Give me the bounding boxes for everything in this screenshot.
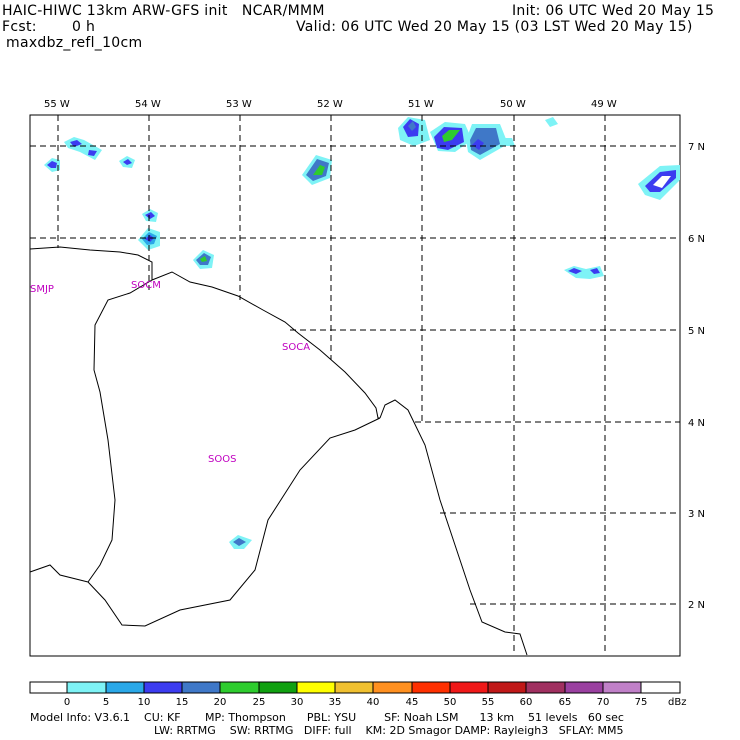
colorbar-swatch [372, 681, 413, 694]
colorbar-swatch [487, 681, 527, 694]
latitude-labels: 7 N 6 N 5 N 4 N 3 N 2 N [688, 142, 705, 611]
echo-cell [430, 122, 472, 152]
lon-label: 51 W [408, 99, 434, 110]
colorbar-tick: 65 [559, 697, 572, 708]
echo-cell [44, 158, 60, 172]
station-label: SOCA [282, 342, 310, 353]
colorbar-tick: 20 [214, 697, 227, 708]
lon-label: 49 W [591, 99, 617, 110]
echo-cell [466, 124, 515, 160]
echo-cell [564, 266, 604, 279]
colorbar-swatch [449, 681, 489, 694]
echo-cell [64, 137, 102, 160]
colorbar-swatch [258, 681, 298, 694]
station-labels: SMJP SOCM SOCA SOOS [30, 280, 310, 465]
colorbar-tick: 0 [64, 697, 70, 708]
lon-label: 50 W [500, 99, 526, 110]
init-time: Init: 06 UTC Wed 20 May 15 [512, 3, 715, 19]
colorbar-ticks: 0 5 10 15 20 25 30 35 40 45 50 55 60 65 … [64, 697, 648, 708]
station-label: SOCM [131, 280, 161, 291]
lat-lon-grid [30, 115, 680, 655]
colorbar-tick: 15 [176, 697, 189, 708]
echo-cell [142, 209, 158, 222]
colorbar-swatch [296, 681, 336, 694]
echo-cell [193, 250, 214, 269]
colorbar [29, 681, 681, 694]
echo-cell [545, 117, 558, 127]
forecast-label: Fcst: [2, 19, 37, 35]
echo-cell [119, 156, 135, 168]
forecast-hour: 0 h [72, 19, 96, 35]
colorbar-swatch [411, 681, 451, 694]
model-info-line2: LW: RRTMG SW: RRTMG DIFF: full KM: 2D Sm… [154, 724, 624, 737]
colorbar-tick: 45 [406, 697, 419, 708]
station-label: SMJP [30, 284, 54, 295]
field-name: maxdbz_refl_10cm [6, 35, 143, 51]
colorbar-tick: 35 [329, 697, 342, 708]
lat-label: 7 N [688, 142, 705, 153]
map-frame [29, 114, 681, 657]
colorbar-swatch [66, 681, 107, 694]
colorbar-tick: 50 [444, 697, 457, 708]
colorbar-swatch [602, 681, 642, 694]
colorbar-tick: 55 [482, 697, 495, 708]
model-info-line1: Model Info: V3.6.1 CU: KF MP: Thompson P… [30, 711, 624, 724]
lat-label: 4 N [688, 418, 705, 429]
colorbar-swatch [143, 681, 183, 694]
lon-label: 55 W [44, 99, 70, 110]
colorbar-swatch [181, 681, 221, 694]
colorbar-swatch [334, 681, 374, 694]
longitude-labels: 55 W 54 W 53 W 52 W 51 W 50 W 49 W [44, 99, 617, 110]
echo-cell [638, 165, 680, 200]
colorbar-swatch [219, 681, 260, 694]
colorbar-swatch [105, 681, 145, 694]
coastlines [29, 246, 528, 656]
lat-label: 3 N [688, 509, 705, 520]
colorbar-swatch [640, 681, 681, 694]
colorbar-unit: dBz [668, 697, 686, 708]
echo-cell [302, 155, 332, 185]
colorbar-tick: 5 [103, 697, 109, 708]
lat-label: 6 N [688, 234, 705, 245]
station-label: SOOS [208, 454, 236, 465]
lat-label: 2 N [688, 600, 705, 611]
colorbar-tick: 25 [253, 697, 266, 708]
echo-cell [229, 535, 252, 549]
lon-label: 54 W [135, 99, 161, 110]
lon-label: 52 W [317, 99, 343, 110]
lon-label: 53 W [226, 99, 252, 110]
colorbar-swatch [564, 681, 604, 694]
colorbar-tick: 70 [597, 697, 610, 708]
colorbar-tick: 60 [520, 697, 533, 708]
colorbar-swatch [29, 681, 68, 694]
lat-label: 5 N [688, 326, 705, 337]
colorbar-swatch [525, 681, 566, 694]
colorbar-tick: 75 [635, 697, 648, 708]
map-title: HAIC-HIWC 13km ARW-GFS init NCAR/MMM [2, 3, 325, 19]
colorbar-tick: 30 [291, 697, 304, 708]
colorbar-tick: 40 [367, 697, 380, 708]
colorbar-tick: 10 [138, 697, 151, 708]
valid-time: Valid: 06 UTC Wed 20 May 15 (03 LST Wed … [296, 19, 693, 35]
